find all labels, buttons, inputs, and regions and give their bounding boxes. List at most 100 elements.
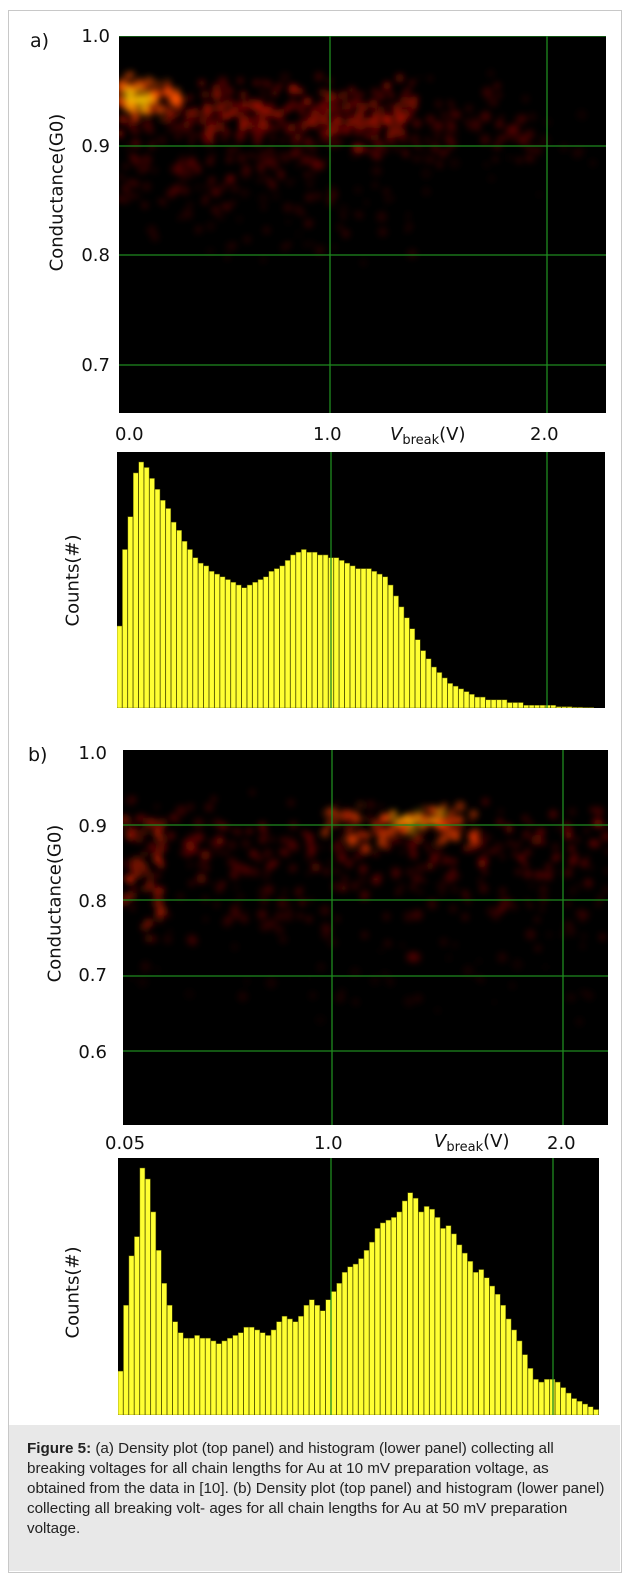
density-point (378, 804, 384, 809)
density-point (135, 835, 144, 844)
density-point (410, 133, 420, 144)
density-point (411, 104, 418, 110)
density-point (405, 220, 411, 225)
density-point (545, 863, 552, 870)
panel-a-ytick: 0.7 (81, 355, 110, 376)
histogram-bar (401, 1200, 408, 1415)
density-point (184, 850, 193, 859)
density-point (449, 157, 460, 169)
density-point (433, 817, 441, 825)
density-point (123, 815, 131, 825)
density-point (263, 175, 272, 183)
panel-a-histogram-svg (117, 452, 595, 708)
density-point (418, 143, 428, 153)
density-point (210, 881, 216, 887)
density-point (389, 816, 397, 824)
density-point (230, 241, 238, 249)
density-point (271, 89, 279, 97)
density-point (163, 203, 168, 208)
density-point (386, 136, 397, 146)
density-point (226, 147, 235, 155)
density-point (446, 146, 452, 152)
density-point (302, 159, 308, 164)
density-point (125, 831, 135, 841)
histogram-bar (496, 699, 502, 708)
density-point (497, 952, 508, 963)
density-point (119, 173, 123, 179)
histogram-bar (358, 1258, 364, 1415)
histogram-bar (270, 1329, 277, 1415)
histogram-bar (418, 1211, 424, 1415)
density-point (559, 142, 569, 153)
density-point (515, 157, 523, 164)
density-point (214, 102, 224, 112)
histogram-bar (246, 584, 253, 708)
density-point (357, 108, 365, 116)
density-point (423, 841, 432, 851)
density-point (566, 993, 576, 1002)
density-point (416, 74, 423, 81)
density-point (181, 208, 193, 220)
density-point (206, 221, 216, 231)
density-point (211, 88, 223, 100)
density-point (140, 117, 152, 129)
density-point (253, 156, 259, 161)
density-point (352, 812, 360, 820)
density-point (155, 905, 167, 916)
density-point (330, 94, 340, 104)
histogram-bar (377, 573, 383, 708)
density-point (237, 111, 245, 120)
density-point (551, 843, 560, 851)
density-point (534, 944, 542, 952)
density-point (188, 136, 195, 143)
density-point (132, 139, 141, 148)
density-point (589, 159, 596, 167)
density-point (323, 867, 331, 876)
histogram-bar (571, 1398, 577, 1415)
density-point (461, 913, 469, 921)
histogram-bar (404, 617, 410, 708)
density-point (415, 874, 422, 882)
density-point (151, 167, 158, 174)
histogram-bar (352, 1263, 359, 1415)
density-point (354, 186, 362, 194)
density-point (144, 934, 153, 943)
density-point (127, 822, 138, 833)
histogram-bar (500, 1304, 506, 1415)
density-point (539, 135, 550, 146)
density-point (307, 975, 313, 981)
density-point (426, 861, 435, 870)
density-point (477, 878, 484, 884)
histogram-bar (363, 1250, 370, 1415)
density-point (394, 836, 404, 846)
density-point (518, 839, 523, 845)
density-point (410, 951, 422, 963)
density-point (166, 88, 177, 99)
density-point (339, 811, 350, 822)
density-point (195, 225, 203, 232)
density-point (396, 819, 403, 826)
density-point (591, 817, 603, 828)
density-point (286, 219, 291, 224)
density-point (319, 845, 324, 850)
density-point (341, 846, 347, 852)
density-point (229, 110, 237, 118)
density-point (505, 124, 516, 135)
histogram-bar (494, 1293, 501, 1415)
density-point (373, 850, 379, 857)
density-point (371, 820, 379, 827)
density-point (143, 868, 148, 873)
density-point (227, 98, 233, 105)
density-point (498, 887, 507, 896)
density-point (387, 826, 398, 837)
density-point (224, 850, 229, 856)
density-point (155, 845, 165, 855)
density-point (197, 131, 204, 138)
histogram-bar (127, 516, 134, 708)
density-point (304, 121, 311, 128)
density-point (421, 878, 427, 884)
density-point (278, 935, 288, 944)
density-point (123, 859, 129, 868)
density-point (499, 854, 505, 860)
density-point (243, 235, 251, 244)
